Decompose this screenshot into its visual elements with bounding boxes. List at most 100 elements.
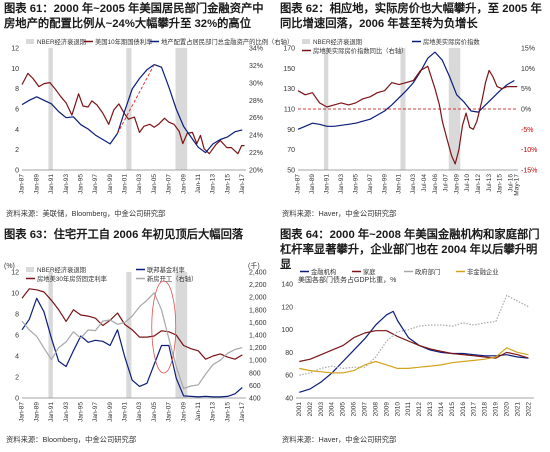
x-tick-label: Jan-09 [453,174,460,194]
x-tick-label: 2013 [427,402,434,417]
legend-label: NBER经济衰退期 [313,37,362,46]
series-line [21,63,243,154]
right-axis-tick-label: 2,200 [249,282,267,289]
x-tick-label: 2022 [525,402,532,417]
series-line [299,310,529,393]
right-axis-tick-label: 1,200 [249,345,267,352]
x-tick-label: 2021 [514,402,521,417]
x-tick-label: Jan-01 [122,174,129,194]
x-tick-label: Jul-04 [421,174,428,192]
x-tick-label: Jan-95 [352,174,359,194]
trend-arrow [117,64,155,134]
left-axis-tick-label: 90 [287,127,295,134]
left-axis-tick-label: 120 [281,304,293,311]
left-axis-tick-label: 4 [15,354,19,361]
chart-62: 50 70 90 110 130 150 170 -15% -10% -5% 0% 5% 10% 15% J… [283,37,537,196]
x-tick-label: Jan-91 [48,402,55,422]
right-axis-tick-label: 0% [521,107,531,114]
x-tick-label: Jan-87 [19,174,26,194]
x-tick-label: Jan-13 [210,402,217,422]
x-tick-label: 2006 [351,402,358,417]
chart-panel-63: 图表 63：住宅开工自 2006 年初见顶后大幅回落 0 2 4 6 8 10 12 (%) 4… [0,226,272,450]
recession-band [126,272,132,398]
right-axis-tick-label: 32% [249,63,263,70]
x-tick-label: Jan-13 [210,174,217,194]
x-tick-label: Jan-99 [381,174,388,194]
x-tick-label: Jan-97 [92,174,99,194]
x-tick-label: 2008 [372,402,379,417]
x-tick-label: 2018 [482,402,489,417]
x-tick-label: Jan-11 [195,402,202,422]
x-tick-label: Jan-09 [180,174,187,194]
left-axis-tick-label: 170 [283,46,295,53]
x-tick-label: Jan-95 [77,174,84,194]
right-axis-tick-label: 22% [249,150,263,157]
chart-title-63: 图表 63：住宅开工自 2006 年初见顶后大幅回落 [4,229,244,241]
x-tick-label: 2009 [383,402,390,417]
chart-panel-64: 图表 64：2000 年~2008 年美国金融机构和家庭部门杠杆率显著攀升，企业… [276,226,548,450]
chart-title-61: 图表 61：2000 年~2005 年美国居民部门金融资产中房地产的配置比例从~… [4,3,264,30]
x-tick-label: Jan-03 [410,174,417,194]
series-line [299,347,529,374]
chart-63: 0 2 4 6 8 10 12(%) 400 600 800 1,000 1,200 1,400 1,60… [4,261,267,422]
right-axis-tick-label: 2,000 [249,295,267,302]
x-tick-label: Jan-15 [224,402,231,422]
left-axis-tick-label: 110 [284,107,295,114]
right-axis-tick-label: 30% [249,80,263,87]
recession-band [400,48,406,170]
chart-subtitle: 美国各部门债务占GDP比重，% [298,275,396,284]
right-axis-tick-label: 1,600 [249,320,267,327]
legend-swatch [302,39,310,44]
legend-label: NBER经济衰退期 [37,37,86,46]
x-tick-label: Jan-87 [295,174,302,194]
x-tick-label: 2017 [471,402,478,417]
x-tick-label: Jan-03 [136,174,143,194]
x-tick-label: Jan-91 [48,174,55,194]
x-tick-label: 2001 [296,402,303,417]
x-tick-label: Jan-01 [396,174,403,194]
x-tick-label: Jan-93 [338,174,345,194]
legend-label: 新房开工（右轴） [147,274,197,283]
x-tick-label: Jan-89 [309,174,316,194]
x-tick-label: 2004 [329,402,336,417]
left-axis-tick-label: 2 [15,147,19,154]
right-axis-tick-label: 28% [249,98,263,105]
right-axis-tick-label: 600 [249,383,261,390]
x-tick-label: Jan-93 [63,402,70,422]
right-axis-tick-label: 1,000 [249,358,267,365]
x-tick-label: Jan-95 [77,402,84,422]
x-tick-label: Jan-03 [136,402,143,422]
left-axis-tick-label: 40 [285,396,293,403]
legend-label: 房地美实际房价指数同比（右轴） [313,46,407,55]
x-tick-label: Jan-17 [239,174,246,194]
x-tick-label: 2020 [503,402,510,417]
legend-label: 家庭 [363,267,376,276]
x-tick-label: Jul-13 [486,174,493,192]
x-tick-label: 2012 [416,402,423,417]
right-axis-tick-label: 15% [521,46,535,53]
x-tick-label: Jan-89 [33,174,40,194]
legend-label: 房地美30年房贷固定利率 [37,274,107,283]
left-axis-tick-label: 12 [11,46,19,53]
x-tick-label: Jan-97 [92,402,99,422]
right-axis-tick-label: -5% [521,127,533,134]
legend-swatch [26,39,34,44]
x-tick-label: 2015 [449,402,456,417]
x-tick-label: 2011 [405,402,412,416]
recession-band [126,48,132,170]
left-axis-tick-label: 70 [287,147,295,154]
legend-label: NBER经济衰退期 [37,265,86,274]
right-axis-tick-label: 26% [249,115,263,122]
chart-source-62: 资料来源：Haver，中金公司研究部 [282,209,397,218]
legend-label: 联邦基金利率 [147,265,185,274]
recession-band [175,48,188,170]
right-axis-tick-label: 2,400 [249,270,267,277]
x-tick-label: Jan-17 [239,402,246,422]
left-axis-tick-label: 8 [15,86,19,93]
x-tick-label: Jan-05 [151,174,158,194]
right-axis-tick-label: 34% [249,46,263,53]
right-axis-tick-label: 1,800 [249,307,267,314]
recession-band [175,272,188,398]
left-axis-tick-label: 150 [283,66,295,73]
